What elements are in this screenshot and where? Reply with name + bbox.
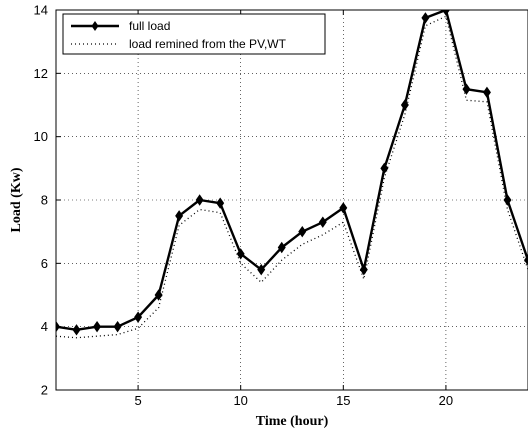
data-point [257,263,266,276]
y-tick-label: 2 [41,383,48,398]
legend-label-remaining-load: load remined from the PV,WT [129,37,287,51]
data-point [236,248,245,260]
ticks: 5 10 15 20 2 4 6 8 10 12 14 [34,3,454,409]
y-tick-label: 8 [41,193,48,208]
data-point [524,254,528,266]
y-tick-label: 14 [34,3,48,18]
x-tick-label: 10 [233,393,247,408]
data-point [216,197,225,209]
data-point [175,210,184,222]
data-point [380,162,389,175]
series-line-1 [56,15,528,339]
data-point [72,324,81,336]
legend: full load load remined from the PV,WT [62,13,326,55]
series-line-0 [56,10,528,332]
data-point [400,99,409,111]
data-point [359,263,368,276]
data-point [134,311,143,323]
x-tick-label: 5 [134,393,141,408]
y-tick-label: 4 [41,319,48,334]
data-point [462,83,471,95]
legend-box [62,13,326,55]
grid [56,10,528,390]
legend-marker-full-load [91,21,99,31]
y-tick-label: 10 [34,129,48,144]
series-layer [56,10,528,339]
y-axis-label: Load (Kw) [9,167,24,232]
data-point [421,12,430,24]
data-point [113,320,122,333]
data-point [298,225,307,238]
legend-label-full-load: full load [129,19,170,33]
data-point [503,194,512,206]
y-tick-label: 12 [34,66,48,81]
data-point [277,241,286,254]
data-point [482,86,491,99]
x-tick-label: 20 [439,393,453,408]
data-point [318,216,327,228]
data-point [93,320,102,333]
x-tick-label: 15 [336,393,350,408]
data-point [339,202,348,214]
x-axis-label: Time (hour) [256,414,329,429]
series-group [56,10,528,339]
data-point [154,289,163,301]
data-point [195,194,204,206]
y-tick-label: 6 [41,256,48,271]
